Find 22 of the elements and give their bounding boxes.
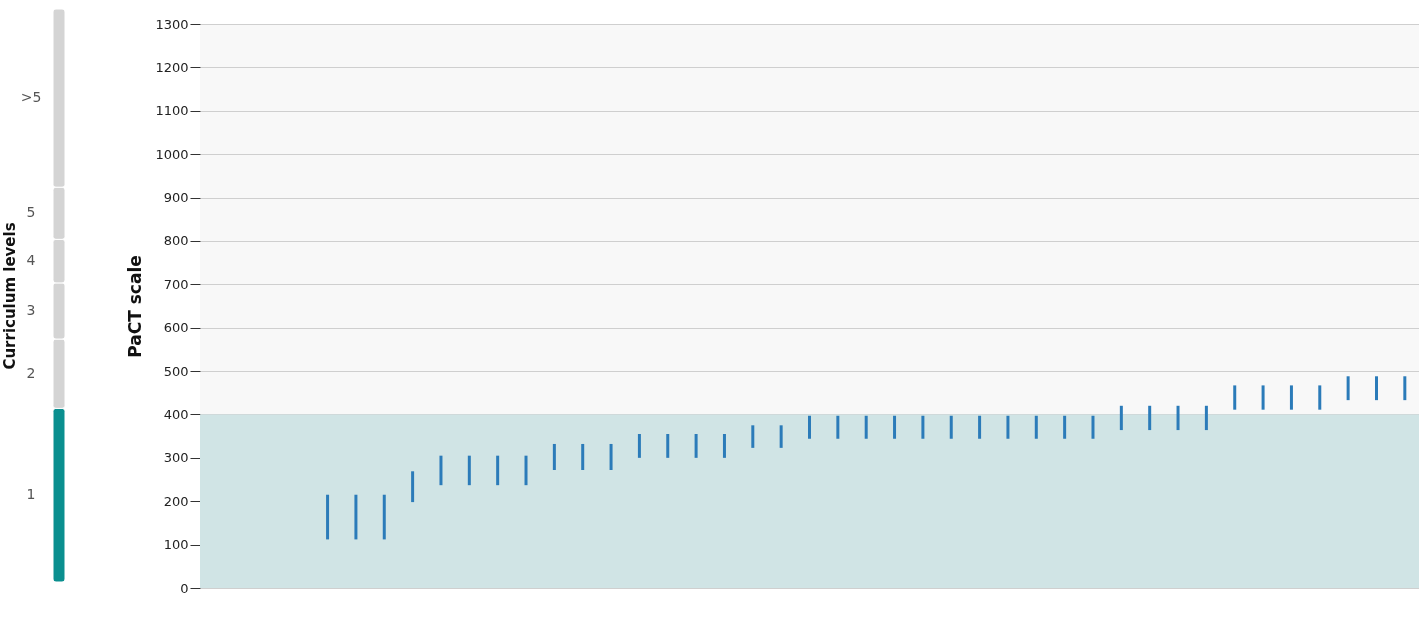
y-tick-label: 1000: [155, 146, 189, 162]
y-tick-label: 200: [163, 493, 189, 509]
y-axis-title: Curriculum levels: [0, 222, 19, 370]
series-label: 3: [26, 301, 36, 318]
y-tick-label: 1100: [155, 103, 189, 119]
y-tick-label: 1200: [155, 59, 189, 75]
y-tick-label: 900: [163, 190, 189, 206]
y-tick-label: 800: [163, 233, 189, 249]
y-tick-label: 0: [180, 580, 189, 596]
y-tick-label: 1300: [155, 16, 189, 32]
y-axis-title: PaCT scale: [125, 255, 146, 358]
y-tick-label: 400: [163, 406, 189, 422]
y-tick-label: 100: [163, 537, 189, 553]
series-label: 4: [26, 252, 36, 269]
y-tick-label: 600: [163, 320, 189, 336]
series-label: 2: [26, 364, 36, 381]
y-tick-label: 500: [163, 363, 189, 379]
series-label: 1: [26, 486, 36, 503]
series-label: >5: [20, 89, 42, 106]
y-tick-label: 300: [163, 450, 189, 466]
y-tick-label: 700: [163, 276, 189, 292]
series-label: 5: [26, 204, 36, 221]
